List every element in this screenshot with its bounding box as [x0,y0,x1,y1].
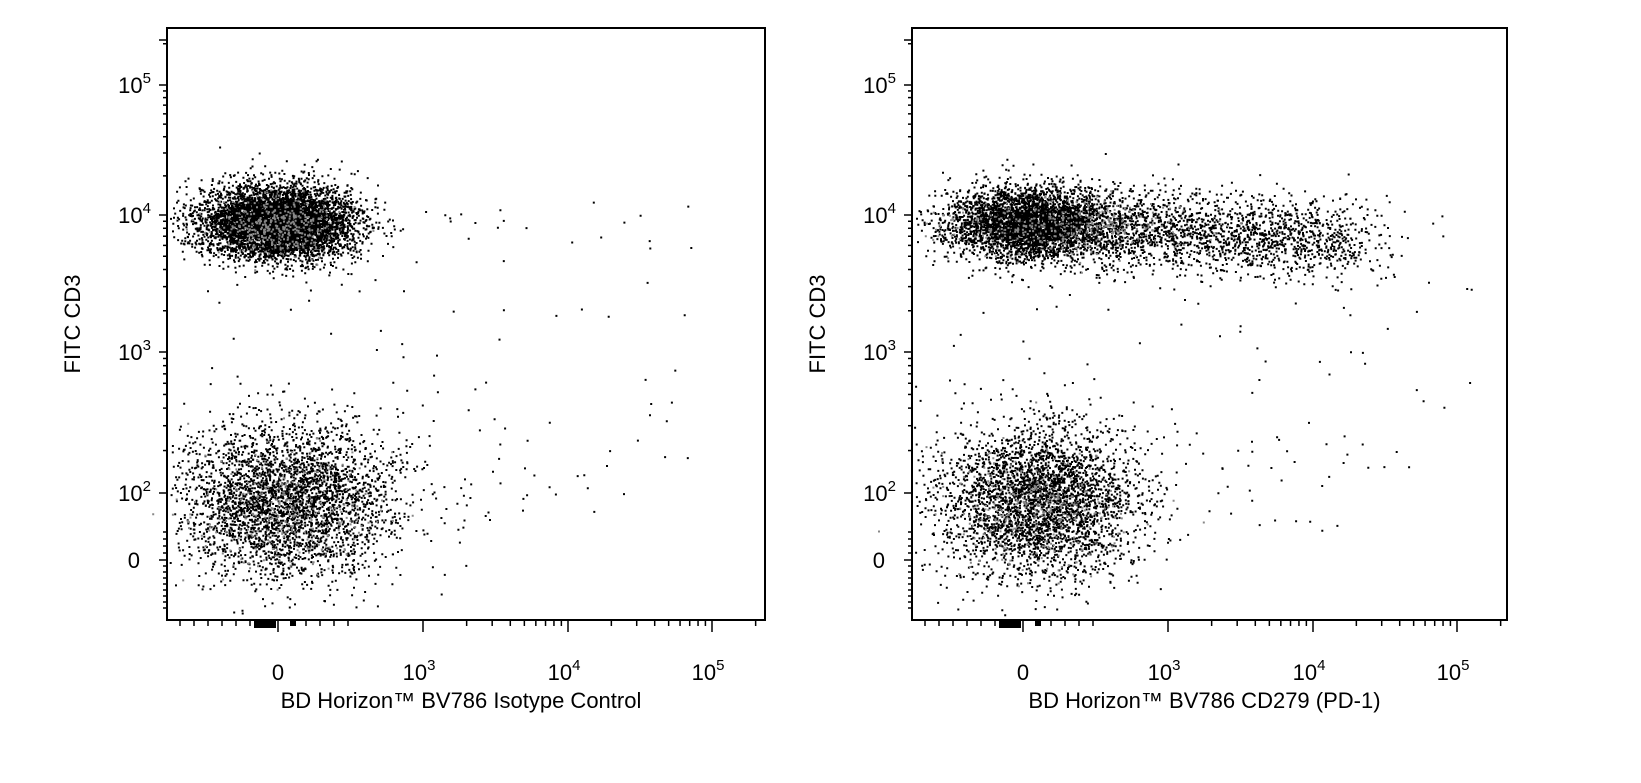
x-tick-label-1e3: 103 [1148,657,1181,685]
x-tick-label-1e3: 103 [403,657,436,685]
dot-plot-isotype: 105 104 103 102 0 0 103 104 105 BD Horizon™ BV786… [60,27,766,713]
event-dots [878,153,1473,617]
plot-frame [911,27,1508,621]
y-tick-label-1e5: 105 [863,70,896,98]
y-tick-label-1e3: 103 [118,337,151,365]
plot-left: 105 104 103 102 0 0 103 104 105 BD Horizon™ BV786… [0,0,800,778]
y-axis-ticks [904,39,912,609]
dot-plot-pd1: 105 104 103 102 0 0 103 104 105 BD Horizon™ BV786… [805,27,1508,713]
event-dots [152,146,693,615]
y-tick-label-0: 0 [873,548,885,573]
y-tick-label-1e2: 102 [863,478,896,506]
y-axis-label: FITC CD3 [805,275,830,374]
x-axis-ticks [924,620,1502,632]
x-tick-label-0: 0 [272,660,284,685]
x-tick-label-1e4: 104 [1293,657,1326,685]
x-tick-label-0: 0 [1017,660,1029,685]
x-axis-label: BD Horizon™ BV786 CD279 (PD-1) [1028,688,1380,713]
y-tick-label-0: 0 [128,548,140,573]
x-axis-ticks [179,620,757,632]
plot-right: 105 104 103 102 0 0 103 104 105 BD Horizon™ BV786… [745,0,1545,778]
x-axis-label: BD Horizon™ BV786 Isotype Control [281,688,642,713]
y-tick-label-1e4: 104 [863,200,896,228]
y-tick-label-1e3: 103 [863,337,896,365]
x-tick-label-1e5: 105 [692,657,725,685]
y-axis-label: FITC CD3 [60,275,85,374]
y-tick-label-1e4: 104 [118,200,151,228]
x-tick-label-1e4: 104 [548,657,581,685]
y-axis-ticks [159,39,167,609]
y-tick-label-1e2: 102 [118,478,151,506]
y-tick-label-1e5: 105 [118,70,151,98]
x-tick-label-1e5: 105 [1437,657,1470,685]
